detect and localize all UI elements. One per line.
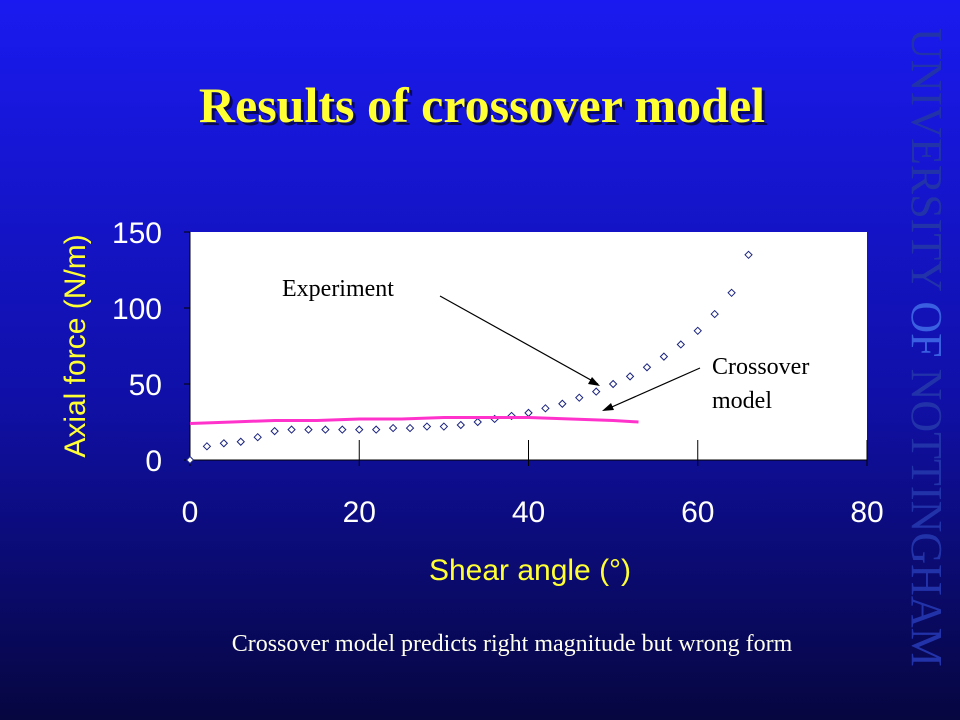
- marker: [439, 422, 449, 431]
- logo-word: OF: [902, 301, 951, 357]
- arrow: [604, 367, 701, 411]
- marker: [710, 309, 719, 319]
- x-tick-label: 60: [681, 496, 714, 529]
- arrowhead: [602, 403, 614, 411]
- marker: [304, 425, 313, 434]
- caption: Crossover model predicts right magnitude…: [232, 631, 793, 657]
- logo-word: NOTTINGHAM: [902, 369, 951, 667]
- marker: [321, 425, 330, 434]
- marker: [473, 417, 482, 427]
- arrowhead: [588, 377, 600, 386]
- logo: UNIVERSITY OF NOTTINGHAM: [902, 28, 951, 667]
- annotation: Experiment: [282, 276, 394, 302]
- marker: [253, 432, 262, 442]
- marker: [608, 379, 618, 389]
- x-tick-label: 80: [850, 496, 883, 529]
- marker: [693, 326, 702, 336]
- marker: [185, 455, 195, 465]
- marker: [625, 372, 635, 381]
- marker: [388, 423, 398, 433]
- marker: [405, 423, 415, 433]
- marker: [422, 422, 432, 431]
- marker: [659, 352, 669, 361]
- marker: [202, 442, 212, 451]
- marker: [744, 250, 753, 260]
- marker: [558, 399, 567, 408]
- marker: [575, 393, 584, 402]
- y-tick-label: 50: [129, 369, 162, 402]
- y-axis-label: Axial force (N/m): [59, 234, 92, 457]
- y-tick-label: 150: [112, 217, 162, 250]
- chart-title: Results of crossover model: [199, 77, 765, 133]
- x-axis-label: Shear angle (°): [429, 554, 631, 587]
- y-tick-label: 0: [145, 445, 162, 478]
- marker: [541, 404, 550, 413]
- marker: [676, 340, 686, 349]
- marker: [287, 425, 296, 434]
- x-tick-label: 40: [512, 496, 545, 529]
- plot-area: [190, 232, 867, 460]
- logo-word: UNIVERSITY: [902, 28, 951, 291]
- marker: [236, 437, 245, 446]
- marker: [727, 288, 736, 298]
- marker: [270, 426, 279, 436]
- marker: [456, 420, 466, 430]
- marker: [219, 439, 229, 448]
- annotation: Crossover model: [712, 354, 810, 414]
- x-tick-label: 20: [343, 496, 376, 529]
- x-tick-label: 0: [182, 496, 199, 529]
- line: [189, 415, 639, 426]
- marker: [642, 363, 652, 372]
- marker: [591, 387, 601, 396]
- arrow: [439, 295, 599, 385]
- y-tick-label: 100: [112, 293, 162, 326]
- annotation-box: Crossover model: [712, 354, 810, 414]
- marker: [371, 425, 381, 434]
- marker: [355, 425, 364, 434]
- marker: [338, 425, 347, 434]
- title-shadow: Results of crossover model: [202, 80, 768, 136]
